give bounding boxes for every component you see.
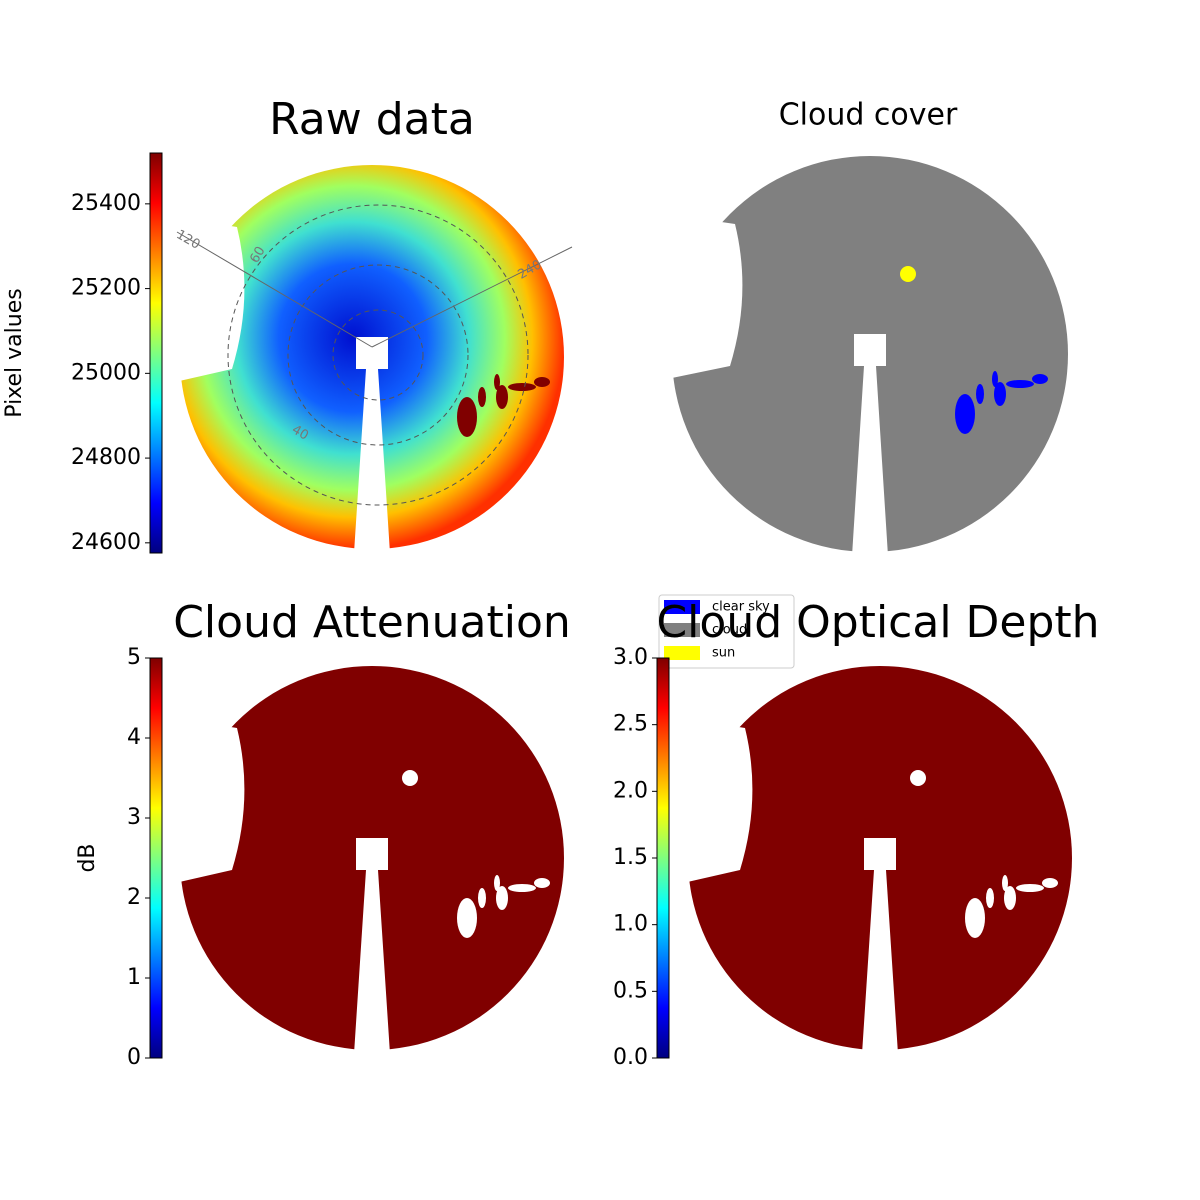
- polar-axis: [371, 246, 573, 348]
- colorbar-tick-label: 1.5: [613, 845, 648, 870]
- clear-patch: [508, 383, 536, 391]
- panel: Cloud Attenuation 0 1 2 3 4 5 dB: [75, 597, 571, 1070]
- mask-notch: [175, 217, 245, 382]
- clear-patch: [1004, 886, 1016, 910]
- polar-label: 60: [247, 244, 268, 266]
- legend-swatch: [664, 623, 700, 637]
- clear-patch: [478, 387, 486, 407]
- clear-patch: [994, 382, 1006, 406]
- sun-spot: [900, 266, 916, 282]
- clear-patch: [986, 888, 994, 908]
- polar-axis: [176, 231, 373, 348]
- colorbar-label: dB: [75, 843, 100, 872]
- clear-patch: [534, 878, 550, 888]
- colorbar-tick-label: 5: [127, 645, 141, 670]
- colorbar: [656, 657, 670, 1059]
- clear-patch: [508, 884, 536, 892]
- mask-notch: [667, 214, 743, 379]
- colorbar-tick-label: 0.0: [613, 1045, 648, 1070]
- legend-swatch: [664, 600, 700, 614]
- panel: Raw data12060240402460024800250002520025…: [2, 94, 573, 555]
- clear-patch: [478, 888, 486, 908]
- panel-title: Cloud cover: [779, 98, 958, 133]
- polar-ring: [332, 309, 424, 401]
- colorbar-label: Pixel values: [2, 288, 27, 417]
- colorbar-tick-label: 3.0: [613, 645, 648, 670]
- colorbar-tick-label: 25000: [71, 360, 141, 385]
- mask-arm: [862, 838, 898, 1054]
- colorbar-tick-label: 24800: [71, 445, 141, 470]
- mask-notch: [175, 718, 245, 883]
- clear-patch: [1016, 884, 1044, 892]
- colorbar-tick-label: 25400: [71, 191, 141, 216]
- colorbar-tick-label: 3: [127, 805, 141, 830]
- panel: Cloud cover: [667, 98, 1068, 556]
- polar-ring: [287, 264, 469, 446]
- clear-patch: [1042, 878, 1058, 888]
- panel-title: Raw data: [269, 94, 475, 145]
- clear-patch: [1002, 875, 1008, 891]
- legend-label: clear sky: [712, 600, 770, 615]
- panel: Cloud Optical Depth 0.0 0.5 1.0 1.5 2.0 2.5 3.0: [613, 597, 1100, 1070]
- colorbar-tick-label: 0.5: [613, 978, 648, 1003]
- clear-patch: [976, 384, 984, 404]
- clear-patch: [496, 886, 508, 910]
- colorbar-tick-label: 24600: [71, 530, 141, 555]
- clear-patch: [965, 898, 985, 938]
- mask-arm: [852, 334, 888, 556]
- mask-notch: [683, 718, 753, 883]
- colorbar-tick-label: 2.0: [613, 778, 648, 803]
- clear-patch: [992, 371, 998, 387]
- clear-patch: [494, 875, 500, 891]
- clear-patch: [1032, 374, 1048, 384]
- colorbar-tick-label: 25200: [71, 276, 141, 301]
- legend-swatch: [664, 646, 700, 660]
- colorbar-tick-label: 0: [127, 1045, 141, 1070]
- colorbar: [149, 152, 163, 554]
- polar-ring: [227, 204, 529, 506]
- colorbar-tick-label: 4: [127, 725, 141, 750]
- sun-spot: [910, 770, 926, 786]
- clear-patch: [494, 374, 500, 390]
- legend-label: sun: [712, 646, 735, 661]
- clear-patch: [496, 385, 508, 409]
- clear-patch: [457, 397, 477, 437]
- clear-patch: [457, 898, 477, 938]
- legend-label: cloud: [712, 623, 747, 638]
- colorbar-tick-label: 1.0: [613, 912, 648, 937]
- panel-title: Cloud Optical Depth: [656, 597, 1099, 648]
- sun-spot: [402, 770, 418, 786]
- clear-patch: [1006, 380, 1034, 388]
- panel-title: Cloud Attenuation: [173, 597, 571, 648]
- colorbar-tick-label: 2: [127, 885, 141, 910]
- clear-patch: [534, 377, 550, 387]
- legend: clear sky cloud sun: [658, 594, 795, 669]
- colorbar-tick-label: 1: [127, 965, 141, 990]
- mask-arm: [354, 838, 390, 1054]
- colorbar: [149, 657, 163, 1059]
- polar-label: 40: [289, 422, 311, 443]
- colorbar-tick-label: 2.5: [613, 712, 648, 737]
- clear-patch: [955, 394, 975, 434]
